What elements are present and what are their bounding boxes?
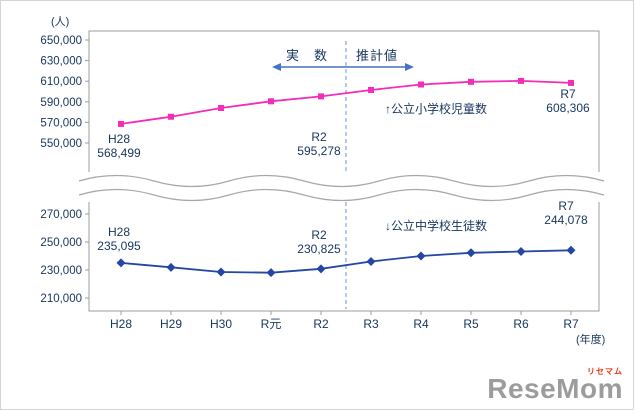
- y-tick-label: 230,000: [40, 265, 82, 277]
- y-tick-label: 570,000: [40, 117, 82, 129]
- resemom-logo-katakana: リセマム: [587, 367, 623, 376]
- elementary-series-marker: [368, 86, 374, 93]
- x-tick-label: H28: [110, 317, 132, 331]
- juniorhigh-series-marker: [266, 268, 276, 278]
- annotation-label: R2: [311, 130, 327, 144]
- elementary-series-marker: [418, 81, 424, 88]
- juniorhigh-series-marker: [566, 245, 576, 255]
- y-tick-label: 250,000: [40, 237, 82, 249]
- annotation-label: R7: [558, 199, 574, 213]
- plot-border: [88, 30, 600, 312]
- juniorhigh-series-marker: [216, 267, 226, 277]
- y-tick-label: 650,000: [40, 35, 82, 47]
- annotation-elementary-h28: H28 568,499: [97, 132, 140, 160]
- annotation-juniorhigh-h28: H28 235,095: [97, 225, 140, 253]
- wave-break-bottom: [78, 188, 605, 202]
- annotation-value: 568,499: [97, 146, 141, 160]
- resemom-logo-text: ReseMom: [487, 373, 623, 404]
- juniorhigh-series-label: ↓公立中学校生徒数: [385, 219, 488, 233]
- juniorhigh-series-marker: [316, 264, 326, 274]
- elementary-series-marker: [268, 98, 274, 105]
- annotation-elementary-r7: R7 608,306: [546, 87, 589, 115]
- annotation-value: 230,825: [297, 242, 341, 256]
- x-axis-unit-label: (年度): [576, 334, 606, 346]
- y-tick-label: 550,000: [40, 138, 82, 150]
- x-tick-label: R2: [313, 317, 329, 331]
- annotation-label: H28: [107, 132, 131, 146]
- elementary-series-marker: [168, 113, 174, 120]
- x-tick-label: R5: [463, 317, 479, 331]
- juniorhigh-series-marker: [166, 262, 176, 272]
- legend-arrow-right-head: [405, 63, 414, 71]
- annotation-value: 235,095: [97, 239, 141, 253]
- annotation-value: 608,306: [546, 101, 590, 115]
- y-tick-label: 630,000: [40, 56, 82, 68]
- legend-arrow-left-head: [272, 63, 281, 71]
- resemom-logo: ReseMom リセマム: [487, 368, 623, 404]
- elementary-series-marker: [118, 120, 124, 127]
- elementary-series-label: ↑公立小学校児童数: [385, 102, 488, 116]
- juniorhigh-series-line: [120, 249, 572, 274]
- elementary-series-line: [120, 79, 572, 125]
- y-tick-label: 210,000: [40, 293, 82, 305]
- legend-actual-label: 実 数: [286, 48, 329, 63]
- elementary-series-marker: [218, 104, 224, 111]
- x-tick-label: H30: [210, 317, 232, 331]
- elementary-series-marker: [518, 77, 524, 84]
- x-tick-label: H29: [160, 317, 182, 331]
- annotation-juniorhigh-r2: R2 230,825: [297, 228, 340, 256]
- legend-estimate-label: 推計値: [356, 48, 399, 63]
- wave-break-top: [78, 174, 605, 188]
- juniorhigh-series-marker: [466, 248, 476, 258]
- annotation-value: 595,278: [297, 144, 341, 158]
- juniorhigh-series-marker: [366, 256, 376, 266]
- juniorhigh-series-marker: [416, 251, 426, 261]
- y-tick-label: 610,000: [40, 76, 82, 88]
- annotation-elementary-r2: R2 595,278: [297, 130, 340, 158]
- annotation-label: R2: [311, 228, 327, 242]
- annotation-juniorhigh-r7: R7 244,078: [544, 199, 587, 227]
- y-axis-unit-label: (人): [51, 16, 70, 28]
- x-tick-label: R6: [513, 317, 529, 331]
- y-tick-label: 590,000: [40, 97, 82, 109]
- annotation-label: H28: [107, 225, 131, 239]
- y-tick-label: 270,000: [40, 209, 82, 221]
- annotation-value: 244,078: [544, 213, 588, 227]
- elementary-series-marker: [468, 78, 474, 85]
- juniorhigh-series-marker: [116, 258, 126, 268]
- x-tick-label: R7: [563, 317, 579, 331]
- elementary-series-marker: [568, 79, 574, 86]
- elementary-series-marker: [318, 93, 324, 100]
- x-tick-label: R3: [363, 317, 379, 331]
- x-tick-label: R4: [413, 317, 429, 331]
- annotation-label: R7: [560, 87, 576, 101]
- juniorhigh-series-marker: [516, 247, 526, 257]
- x-tick-label: R元: [261, 317, 282, 331]
